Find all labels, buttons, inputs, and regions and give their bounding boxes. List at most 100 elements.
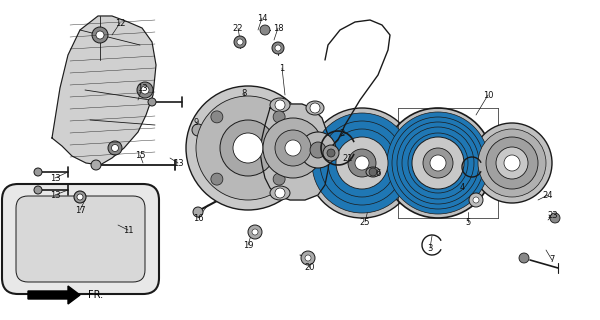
Text: 15: 15 — [135, 150, 145, 159]
Circle shape — [34, 186, 42, 194]
Circle shape — [328, 129, 396, 197]
Circle shape — [141, 86, 149, 94]
Circle shape — [275, 100, 285, 110]
Circle shape — [312, 113, 412, 213]
Circle shape — [402, 127, 474, 199]
Circle shape — [519, 253, 529, 263]
Circle shape — [234, 36, 246, 48]
Ellipse shape — [270, 98, 290, 112]
Polygon shape — [28, 286, 80, 304]
Text: 16: 16 — [193, 213, 203, 222]
Circle shape — [323, 145, 339, 161]
Circle shape — [211, 111, 223, 123]
Circle shape — [77, 194, 83, 200]
Circle shape — [320, 121, 404, 205]
Text: 13: 13 — [137, 84, 148, 92]
Polygon shape — [260, 104, 330, 200]
Circle shape — [300, 132, 336, 168]
Circle shape — [192, 124, 204, 136]
Circle shape — [392, 117, 484, 209]
Circle shape — [96, 31, 104, 39]
Text: 2: 2 — [340, 129, 344, 138]
Circle shape — [310, 103, 320, 113]
Circle shape — [423, 148, 453, 178]
Circle shape — [387, 112, 489, 214]
Text: 25: 25 — [360, 218, 370, 227]
Text: 11: 11 — [123, 226, 133, 235]
Circle shape — [148, 98, 156, 106]
FancyBboxPatch shape — [2, 184, 159, 294]
Text: 3: 3 — [427, 244, 433, 252]
Text: 17: 17 — [74, 205, 85, 214]
Circle shape — [91, 160, 101, 170]
Text: 21: 21 — [343, 154, 353, 163]
Circle shape — [273, 173, 285, 185]
Circle shape — [328, 129, 396, 197]
Circle shape — [355, 156, 369, 170]
Text: 13: 13 — [50, 173, 61, 182]
Text: 24: 24 — [543, 190, 553, 199]
Circle shape — [383, 108, 493, 218]
Circle shape — [186, 86, 310, 210]
Circle shape — [320, 121, 404, 205]
Circle shape — [408, 133, 468, 193]
Circle shape — [220, 120, 276, 176]
Circle shape — [430, 155, 446, 171]
Circle shape — [263, 118, 323, 178]
Circle shape — [397, 122, 479, 204]
Circle shape — [275, 188, 285, 198]
Circle shape — [285, 140, 301, 156]
Text: 10: 10 — [483, 91, 493, 100]
Circle shape — [301, 251, 315, 265]
Text: 8: 8 — [241, 89, 247, 98]
Circle shape — [336, 137, 388, 189]
Text: 12: 12 — [115, 19, 125, 28]
Circle shape — [412, 137, 464, 189]
Circle shape — [275, 45, 281, 51]
Ellipse shape — [366, 167, 380, 177]
Circle shape — [260, 25, 270, 35]
Text: 20: 20 — [305, 263, 315, 273]
Text: 5: 5 — [466, 218, 470, 227]
Circle shape — [92, 27, 108, 43]
FancyBboxPatch shape — [16, 196, 145, 282]
Circle shape — [237, 39, 243, 45]
Circle shape — [478, 129, 546, 197]
Text: 14: 14 — [257, 13, 267, 22]
Circle shape — [327, 149, 335, 157]
Circle shape — [211, 173, 223, 185]
Circle shape — [252, 229, 258, 235]
Ellipse shape — [306, 101, 324, 115]
Polygon shape — [52, 16, 156, 165]
Circle shape — [34, 168, 42, 176]
Text: 7: 7 — [550, 255, 554, 265]
Circle shape — [312, 113, 412, 213]
Text: 13: 13 — [173, 158, 184, 167]
Text: 22: 22 — [233, 23, 243, 33]
Text: 9: 9 — [193, 117, 199, 126]
Text: 1: 1 — [280, 63, 284, 73]
Circle shape — [369, 168, 377, 176]
Circle shape — [74, 191, 86, 203]
Circle shape — [496, 147, 528, 179]
Text: FR.: FR. — [88, 290, 103, 300]
Circle shape — [310, 142, 326, 158]
Circle shape — [486, 137, 538, 189]
Circle shape — [248, 225, 262, 239]
Circle shape — [550, 213, 560, 223]
Circle shape — [112, 145, 119, 151]
Text: 19: 19 — [243, 241, 253, 250]
Circle shape — [472, 123, 552, 203]
Circle shape — [273, 111, 285, 123]
Circle shape — [272, 42, 284, 54]
Circle shape — [504, 155, 520, 171]
Text: 18: 18 — [272, 23, 283, 33]
Text: 6: 6 — [376, 169, 380, 178]
Text: 13: 13 — [50, 190, 61, 199]
Circle shape — [275, 130, 311, 166]
Circle shape — [469, 193, 483, 207]
Circle shape — [108, 141, 122, 155]
Text: 4: 4 — [460, 182, 464, 191]
Text: 23: 23 — [548, 211, 559, 220]
Circle shape — [348, 149, 376, 177]
